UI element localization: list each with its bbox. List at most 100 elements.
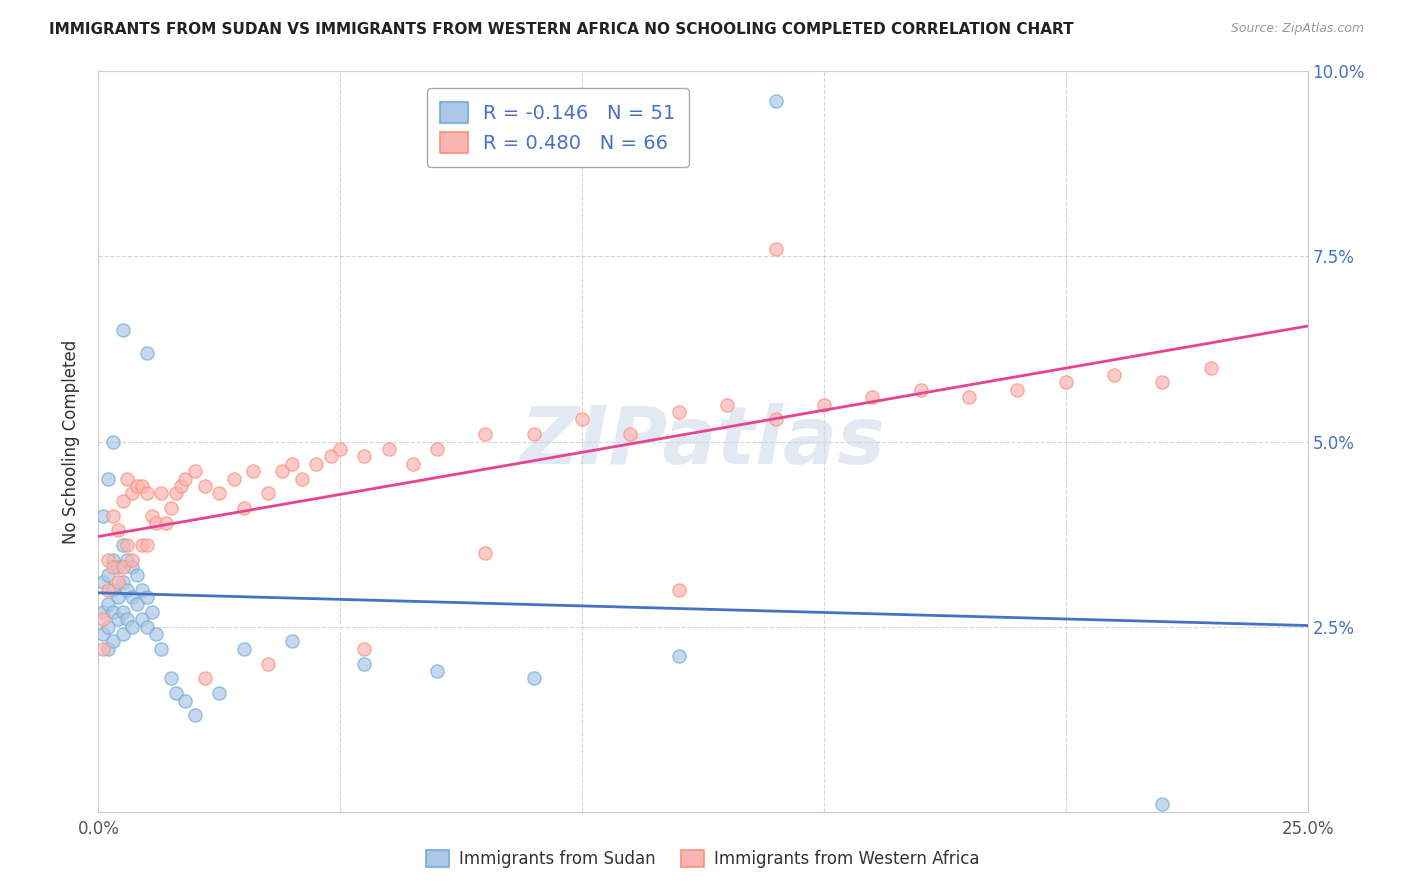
Point: [860, 390, 883, 404]
Point: [281, 634, 304, 648]
Point: [184, 708, 207, 723]
Point: [184, 464, 207, 478]
Point: [377, 442, 399, 456]
Point: [165, 486, 187, 500]
Point: [523, 672, 546, 686]
Point: [117, 472, 139, 486]
Point: [111, 627, 134, 641]
Point: [91, 627, 114, 641]
Point: [474, 545, 496, 560]
Point: [232, 501, 254, 516]
Point: [910, 383, 932, 397]
Point: [97, 641, 120, 656]
Point: [91, 612, 114, 626]
Point: [101, 634, 124, 648]
Point: [256, 486, 278, 500]
Point: [141, 508, 163, 523]
Point: [208, 686, 231, 700]
Point: [135, 619, 157, 633]
Point: [305, 457, 328, 471]
Point: [150, 486, 173, 500]
Point: [101, 508, 124, 523]
Point: [281, 457, 304, 471]
Point: [107, 560, 129, 574]
Point: [101, 553, 124, 567]
Point: [131, 582, 153, 597]
Legend: R = -0.146   N = 51, R = 0.480   N = 66: R = -0.146 N = 51, R = 0.480 N = 66: [426, 88, 689, 167]
Point: [131, 612, 153, 626]
Point: [97, 582, 120, 597]
Point: [222, 472, 245, 486]
Point: [208, 486, 231, 500]
Text: Source: ZipAtlas.com: Source: ZipAtlas.com: [1230, 22, 1364, 36]
Point: [1102, 368, 1125, 382]
Legend: Immigrants from Sudan, Immigrants from Western Africa: Immigrants from Sudan, Immigrants from W…: [419, 843, 987, 875]
Point: [145, 516, 167, 530]
Point: [117, 553, 139, 567]
Point: [165, 686, 187, 700]
Point: [1152, 797, 1174, 812]
Point: [1152, 376, 1174, 390]
Text: ZIPatlas: ZIPatlas: [520, 402, 886, 481]
Point: [716, 398, 738, 412]
Point: [426, 664, 449, 678]
Point: [121, 553, 143, 567]
Point: [111, 324, 134, 338]
Point: [111, 538, 134, 552]
Point: [402, 457, 425, 471]
Point: [319, 450, 342, 464]
Point: [174, 472, 197, 486]
Point: [117, 582, 139, 597]
Point: [121, 560, 143, 574]
Point: [117, 612, 139, 626]
Point: [271, 464, 294, 478]
Point: [135, 345, 157, 359]
Point: [957, 390, 980, 404]
Point: [174, 694, 197, 708]
Point: [117, 538, 139, 552]
Point: [571, 412, 593, 426]
Point: [107, 575, 129, 590]
Point: [353, 450, 375, 464]
Point: [111, 493, 134, 508]
Point: [232, 641, 254, 656]
Point: [150, 641, 173, 656]
Point: [121, 619, 143, 633]
Point: [160, 672, 183, 686]
Point: [1007, 383, 1029, 397]
Point: [523, 427, 546, 442]
Point: [135, 538, 157, 552]
Point: [155, 516, 177, 530]
Point: [91, 575, 114, 590]
Point: [121, 486, 143, 500]
Point: [91, 605, 114, 619]
Point: [121, 590, 143, 604]
Point: [1054, 376, 1077, 390]
Point: [91, 641, 114, 656]
Point: [329, 442, 352, 456]
Point: [131, 479, 153, 493]
Point: [97, 472, 120, 486]
Y-axis label: No Schooling Completed: No Schooling Completed: [62, 340, 80, 543]
Point: [101, 560, 124, 574]
Point: [353, 657, 375, 671]
Point: [141, 605, 163, 619]
Point: [194, 672, 217, 686]
Point: [97, 553, 120, 567]
Point: [765, 242, 787, 256]
Point: [101, 605, 124, 619]
Point: [169, 479, 191, 493]
Point: [97, 619, 120, 633]
Point: [127, 598, 149, 612]
Point: [474, 427, 496, 442]
Point: [97, 567, 120, 582]
Point: [97, 598, 120, 612]
Point: [160, 501, 183, 516]
Point: [135, 486, 157, 500]
Point: [127, 479, 149, 493]
Point: [91, 508, 114, 523]
Point: [813, 398, 835, 412]
Point: [131, 538, 153, 552]
Point: [135, 590, 157, 604]
Point: [111, 605, 134, 619]
